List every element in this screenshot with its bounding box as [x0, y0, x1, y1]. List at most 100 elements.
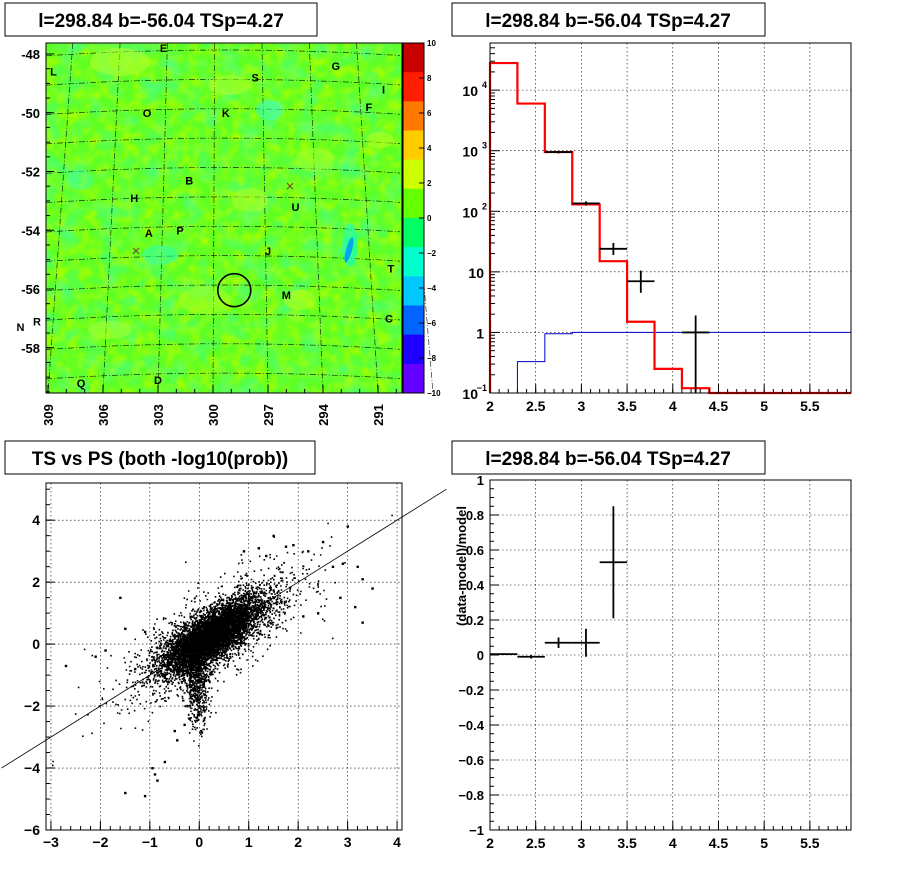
residual-grid [490, 480, 851, 830]
colorbar-tick-label: 0 [427, 214, 432, 223]
skymap-fluctuation [179, 286, 231, 314]
colorbar-band [403, 334, 424, 365]
skymap-longitude-line [356, 42, 379, 394]
spectrum-title: l=298.84 b=-56.04 TSp=4.27 [485, 11, 731, 32]
skymap-fluctuation [366, 132, 394, 148]
residual-panel: 2 2.5 3 3.5 4 4.5 5 5.5 1 0.8 0.6 0.4 0.2 0 −0.2 −0.4 −0… [451, 440, 852, 851]
y-tick-label: −1 [469, 823, 484, 838]
residual-marks [490, 506, 628, 659]
y-tick-label: -48 [21, 47, 40, 62]
source-label: B [185, 175, 193, 187]
skymap-fluctuation [90, 48, 150, 76]
residual-title-box [451, 440, 766, 475]
cross-marker [132, 247, 140, 255]
x-tick-label: 291 [371, 404, 386, 426]
x-tick-label: 5.5 [800, 398, 820, 414]
y-tick-exponent: −1 [477, 383, 487, 393]
colorbar-tick-label: 2 [427, 179, 432, 188]
scatter-outlier-point [153, 773, 157, 776]
scatter-outlier-point [321, 540, 325, 544]
x-tick-label: 303 [151, 404, 166, 426]
colorbar-band [403, 218, 424, 248]
y-tick-label: 10 [462, 386, 478, 402]
colorbar-band [403, 363, 424, 394]
x-tick-label: 2 [486, 398, 494, 414]
skymap-latitude-line [45, 255, 401, 262]
source-label: M [282, 290, 291, 302]
residual-title: l=298.84 b=-56.04 TSp=4.27 [485, 449, 731, 470]
scatter-outlier-point [341, 562, 345, 565]
y-tick-exponent: 2 [482, 201, 487, 211]
y-tick-label: 10 [462, 204, 478, 220]
skymap-latitude-line [45, 314, 401, 321]
red-model-histogram [488, 61, 851, 395]
y-tick-exponent: 3 [482, 141, 487, 151]
scatter-frame [45, 482, 403, 831]
scatter-outlier-point [339, 596, 342, 600]
source-label: L [50, 67, 57, 79]
scatter-title: TS vs PS (both -log10(prob)) [32, 449, 289, 470]
source-label: H [130, 193, 138, 205]
scatter-outlier-point [265, 554, 268, 558]
residual-axes: 2 2.5 3 3.5 4 4.5 5 5.5 1 0.8 0.6 0.4 0.2 0 −0.2 −0.4 −0… [458, 473, 847, 851]
scatter-panel: −3 −2 −1 0 1 2 3 4 −6 −4 −2 0 2 4 TS vs PS (both -log… [1, 440, 447, 850]
scatter-outlier-point [302, 615, 305, 618]
source-label: F [365, 102, 372, 114]
skymap-fluctuation [232, 188, 268, 212]
x-tick-label: −1 [142, 834, 158, 850]
x-tick-label: 306 [96, 404, 111, 426]
source-label: T [387, 263, 394, 275]
scatter-outlier-point [124, 791, 127, 795]
source-label: K [222, 108, 230, 120]
scatter-outlier-point [284, 545, 288, 548]
colorbar-band [403, 130, 424, 161]
scatter-outlier-point [354, 605, 357, 609]
spectrum-marks [488, 61, 851, 395]
scatter-outlier-point [346, 525, 350, 528]
x-tick-label: 2.5 [526, 398, 546, 414]
y-tick-label: −6 [24, 822, 40, 838]
colorbar-tick-label: 4 [427, 144, 432, 153]
x-tick-label: 4 [669, 398, 677, 414]
x-tick-label: 5 [760, 835, 768, 851]
colorbar-tick-label: 8 [427, 74, 432, 83]
scatter-outlier-point [292, 543, 295, 547]
source-label: D [154, 375, 162, 387]
x-tick-label: 3 [344, 834, 352, 850]
source-label: E [160, 43, 167, 55]
source-label: J [265, 246, 271, 258]
colorbar-band [403, 159, 424, 190]
skymap-fluctuation [295, 148, 335, 172]
y-tick-label: -58 [21, 341, 40, 356]
scatter-outlier-point [183, 723, 186, 727]
x-tick-label: 3 [577, 835, 585, 851]
scatter-outlier-point [173, 729, 176, 733]
source-label: U [292, 202, 300, 214]
scatter-grid [46, 483, 402, 831]
skymap-fluctuation [256, 100, 284, 120]
colorbar-band [403, 101, 424, 131]
skymap-latitude-line [45, 343, 401, 350]
colorbar-band [403, 247, 424, 277]
colorbar-band [403, 72, 424, 102]
colorbar-band [403, 276, 424, 306]
scatter-outlier-point [316, 612, 320, 615]
scatter-outlier-point [94, 655, 97, 658]
scatter-outlier-point [371, 587, 374, 590]
skymap-title-box [4, 2, 318, 37]
colorbar-tick-label: 6 [427, 109, 432, 118]
scatter-outlier-point [134, 667, 137, 671]
skymap-longitude-line [157, 42, 168, 394]
scatter-outlier-point [151, 767, 154, 770]
scatter-outlier-point [242, 550, 246, 553]
colorbar-tick-label: −4 [427, 284, 437, 293]
x-tick-label: 4.5 [709, 398, 729, 414]
x-tick-label: 2 [486, 835, 494, 851]
blue-model-histogram [490, 331, 851, 394]
skymap-latitude-line [45, 372, 401, 380]
skymap-longitude-line [102, 42, 121, 394]
source-label: R [33, 316, 41, 328]
scatter-outlier-point [143, 794, 147, 798]
y-tick-label: −4 [24, 760, 40, 776]
